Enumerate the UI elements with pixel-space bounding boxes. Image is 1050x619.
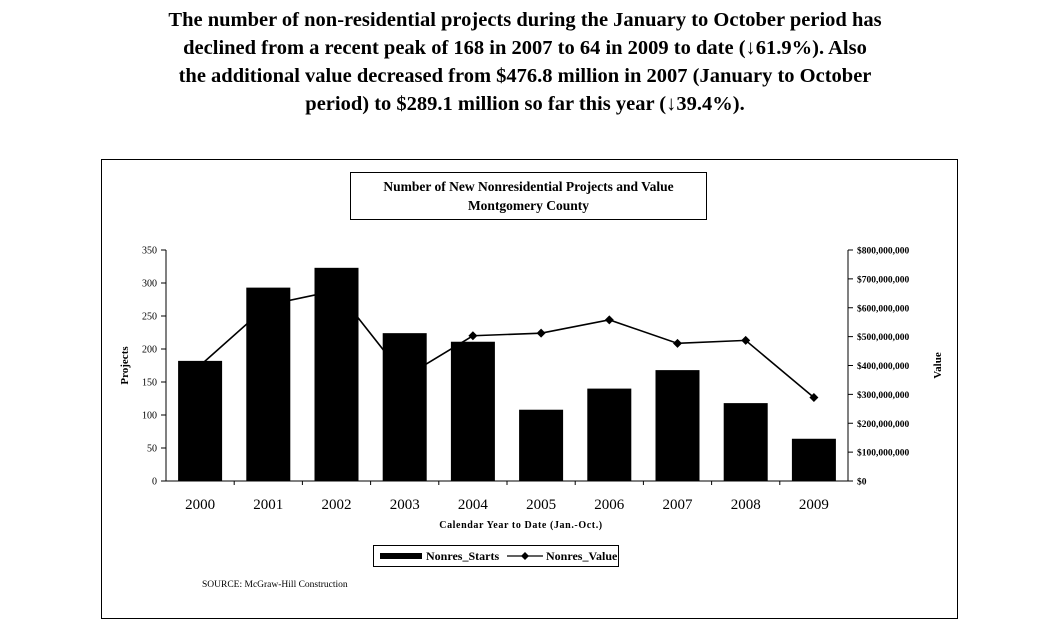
bar-nonres-starts [178, 360, 223, 481]
y-tick-label-right: $400,000,000 [857, 361, 910, 372]
chart-title: Number of New Nonresidential Projects an… [383, 179, 674, 194]
x-tick-label: 2000 [185, 497, 215, 513]
bar-nonres-starts [519, 409, 564, 481]
bar-nonres-starts [587, 388, 632, 481]
x-tick-label: 2007 [663, 497, 694, 513]
x-tick-label: 2006 [594, 497, 625, 513]
legend-label-value: Nonres_Value [546, 549, 618, 563]
y-tick-label-right: $800,000,000 [857, 246, 910, 257]
x-axis-title: Calendar Year to Date (Jan.-Oct.) [439, 520, 602, 531]
y-tick-label-left: 150 [142, 378, 157, 389]
source-note: SOURCE: McGraw-Hill Construction [202, 580, 348, 590]
y-tick-label-right: $0 [857, 477, 867, 488]
marker-nonres-value [468, 331, 478, 341]
marker-nonres-value [604, 315, 614, 325]
bar-nonres-starts [450, 341, 495, 481]
intro-line: the additional value decreased from $476… [178, 65, 872, 87]
marker-nonres-value [400, 372, 410, 382]
intro-line: The number of non-residential projects d… [168, 9, 882, 31]
bar-nonres-starts [382, 333, 427, 481]
y-tick-label-left: 50 [147, 444, 157, 455]
marker-nonres-value [332, 285, 341, 295]
y-tick-label-right: $200,000,000 [857, 419, 910, 430]
line-nonres-value [199, 289, 815, 399]
intro-paragraph: The number of non-residential projects d… [60, 6, 990, 118]
x-tick-label: 2002 [322, 497, 352, 513]
bar-nonres-starts [246, 287, 291, 481]
x-tick-label: 2004 [458, 497, 489, 513]
y-axis-title-right: Value [932, 352, 944, 379]
x-tick-label: 2008 [731, 497, 761, 513]
marker-nonres-value [673, 338, 682, 348]
marker-nonres-value [741, 335, 751, 345]
bar-nonres-starts [655, 370, 700, 481]
bar-nonres-starts [723, 403, 768, 481]
y-tick-label-left: 100 [142, 411, 157, 422]
y-tick-label-left: 350 [142, 246, 157, 257]
y-tick-label-right: $300,000,000 [857, 390, 910, 401]
y-tick-label-right: $500,000,000 [857, 332, 910, 343]
marker-nonres-value [263, 300, 273, 310]
x-tick-label: 2001 [253, 497, 283, 513]
y-tick-label-left: 0 [152, 477, 157, 488]
chart-title-box: Number of New Nonresidential Projects an… [350, 172, 707, 220]
y-tick-label-right: $100,000,000 [857, 448, 910, 459]
bar-nonres-starts [791, 438, 836, 481]
intro-line: period) to $289.1 million so far this ye… [305, 93, 745, 115]
chart-svg: 0 50 100 150 200 250 300 350 $0 $100,000,000 $200,… [119, 246, 944, 532]
y-tick-label-right: $700,000,000 [857, 274, 910, 285]
y-tick-label-right: $600,000,000 [857, 303, 910, 314]
y-tick-label-left: 300 [142, 279, 157, 290]
chart-subtitle: Montgomery County [467, 198, 590, 213]
marker-nonres-value [809, 393, 819, 403]
legend-line-swatch [507, 552, 543, 560]
intro-line: declined from a recent peak of 168 in 20… [183, 37, 867, 59]
bar-nonres-starts [314, 267, 359, 481]
y-axis-title-left: Projects [119, 346, 131, 385]
y-tick-label-left: 250 [142, 312, 157, 323]
legend-bar-swatch [380, 553, 422, 559]
legend-label-starts: Nonres_Starts [426, 549, 500, 563]
marker-nonres-value [536, 328, 546, 338]
y-tick-label-left: 200 [142, 345, 157, 356]
x-tick-label: 2003 [390, 497, 420, 513]
x-tick-label: 2009 [799, 497, 829, 513]
chart-legend: Nonres_Starts Nonres_Value [373, 545, 619, 567]
x-tick-label: 2005 [526, 497, 556, 513]
chart-frame [101, 159, 958, 619]
marker-nonres-value [195, 361, 205, 370]
